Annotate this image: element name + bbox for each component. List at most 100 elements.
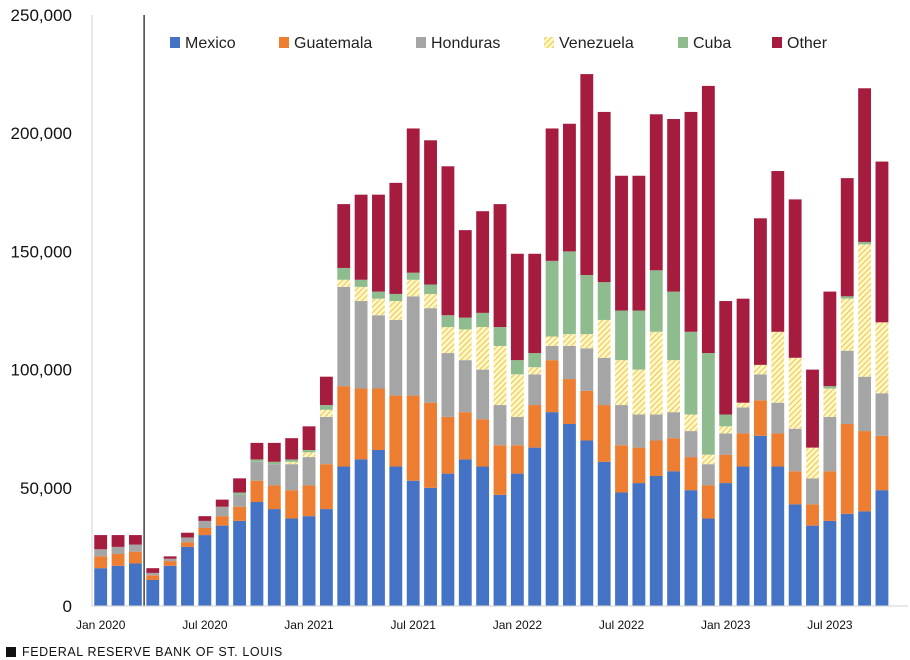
bar-segment-other: [198, 516, 212, 521]
bar-segment-other: [354, 194, 368, 280]
bar-segment-venezuela: [580, 334, 594, 349]
bar-segment-mexico: [354, 459, 368, 606]
bar-segment-venezuela: [563, 334, 576, 346]
bar-segment-guatemala: [267, 485, 281, 510]
bar-segment-venezuela: [406, 279, 420, 297]
bar-segment-venezuela: [476, 327, 490, 370]
bar-segment-mexico: [806, 525, 819, 606]
bar-segment-venezuela: [302, 452, 316, 458]
bar-segment-honduras: [337, 286, 351, 387]
bar-segment-mexico: [319, 509, 333, 606]
legend-swatch-venezuela: [544, 37, 554, 48]
bar-segment-cuba: [667, 291, 681, 361]
bar-segment-other: [233, 478, 246, 493]
bar-segment-mexico: [788, 504, 802, 606]
bar-segment-honduras: [302, 457, 316, 486]
bar-segment-guatemala: [215, 516, 229, 526]
bar-segment-honduras: [580, 348, 594, 391]
bar-segment-honduras: [840, 350, 854, 424]
bar-segment-guatemala: [597, 405, 611, 462]
y-tick-label: 200,000: [11, 124, 72, 143]
bar-segment-venezuela: [528, 367, 542, 375]
bar-segment-honduras: [858, 376, 872, 432]
bar-segment-cuba: [476, 312, 490, 328]
bar-segment-cuba: [354, 279, 368, 287]
bar-segment-other: [875, 161, 889, 323]
bar-segment-other: [788, 199, 802, 358]
bar-segment-venezuela: [788, 357, 802, 429]
bar-segment-cuba: [493, 327, 507, 346]
stacked-bar-chart: 0 50,000 100,000 150,000 200,000 250,000 Jan …: [11, 6, 908, 632]
bar-segment-guatemala: [545, 360, 559, 413]
bar-segment-guatemala: [806, 504, 819, 526]
bar-segment-guatemala: [476, 419, 490, 467]
bar-segment-other: [493, 204, 507, 328]
bar-segment-cuba: [563, 251, 576, 335]
bar-segment-venezuela: [701, 454, 715, 465]
bar-segment-honduras: [563, 345, 576, 380]
bar-segment-mexico: [754, 435, 767, 606]
bar-segment-other: [736, 298, 750, 403]
bar-segment-honduras: [806, 478, 819, 505]
bar-segment-honduras: [389, 319, 403, 396]
x-tick-label: Jul 2022: [599, 618, 645, 632]
bar-segment-honduras: [754, 374, 767, 401]
bar-segment-venezuela: [389, 301, 403, 320]
bar-segment-guatemala: [111, 553, 125, 566]
bar-segment-other: [441, 166, 455, 316]
bar-segment-other: [806, 369, 819, 448]
bar-segment-honduras: [701, 464, 715, 486]
bar-segment-guatemala: [493, 445, 507, 495]
bar-segment-venezuela: [285, 461, 299, 465]
legend: Mexico Guatemala Honduras Venezuela Cuba Othe…: [170, 35, 828, 52]
bar-segment-cuba: [632, 310, 646, 370]
bar-segment-mexico: [163, 565, 177, 606]
bar-segment-mexico: [563, 423, 576, 606]
bar-segment-honduras: [285, 464, 299, 491]
bar-segment-cuba: [649, 270, 663, 332]
bar-segment-other: [771, 171, 785, 332]
legend-label-other: Other: [787, 35, 828, 52]
bars-group: [94, 15, 889, 606]
bar-segment-venezuela: [632, 369, 646, 415]
bar-segment-guatemala: [163, 561, 177, 566]
bar-segment-venezuela: [823, 388, 837, 417]
bar-segment-venezuela: [545, 336, 559, 346]
bar-segment-mexico: [823, 520, 837, 606]
bar-segment-honduras: [424, 308, 437, 403]
bar-segment-guatemala: [354, 388, 368, 460]
bar-segment-other: [458, 230, 472, 318]
bar-segment-honduras: [476, 369, 490, 420]
bar-segment-mexico: [667, 471, 681, 606]
bar-segment-other: [701, 85, 715, 354]
bar-segment-other: [667, 119, 681, 292]
bar-segment-mexico: [146, 580, 160, 606]
bar-segment-other: [858, 88, 872, 242]
bar-segment-honduras: [458, 360, 472, 413]
bar-segment-guatemala: [719, 454, 733, 484]
bar-segment-venezuela: [319, 409, 333, 417]
bar-segment-mexico: [771, 466, 785, 606]
bar-segment-guatemala: [372, 388, 385, 450]
bar-segment-honduras: [181, 537, 194, 543]
bar-segment-guatemala: [389, 395, 403, 467]
bar-segment-cuba: [267, 461, 281, 465]
x-tick-label: Jan 2021: [284, 618, 334, 632]
bar-segment-other: [94, 535, 108, 550]
bar-segment-mexico: [94, 568, 108, 606]
bar-segment-mexico: [250, 501, 264, 606]
legend-label-guatemala: Guatemala: [294, 35, 372, 52]
bar-segment-mexico: [181, 546, 194, 606]
bar-segment-guatemala: [615, 445, 628, 493]
bar-segment-mexico: [649, 475, 663, 606]
bar-segment-venezuela: [597, 319, 611, 358]
bar-segment-cuba: [701, 353, 715, 455]
bar-segment-guatemala: [771, 433, 785, 467]
bar-segment-venezuela: [875, 322, 889, 394]
bar-segment-guatemala: [528, 405, 542, 448]
bar-segment-honduras: [667, 412, 681, 439]
bar-segment-guatemala: [563, 379, 576, 424]
bar-segment-guatemala: [319, 464, 333, 510]
bar-segment-venezuela: [458, 329, 472, 361]
bar-segment-mexico: [545, 412, 559, 606]
